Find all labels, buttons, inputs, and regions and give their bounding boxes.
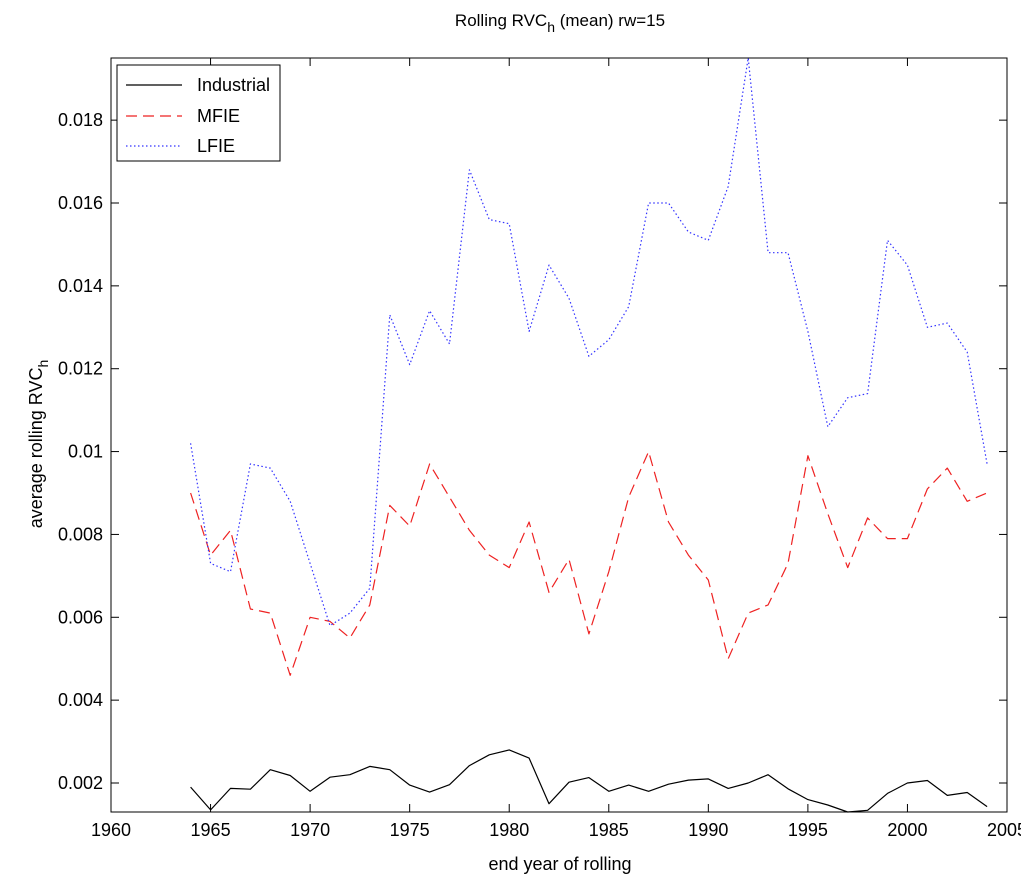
legend-box xyxy=(116,64,281,162)
x-tick-label: 2000 xyxy=(887,820,927,840)
legend-label-lfie: LFIE xyxy=(197,136,235,156)
y-tick-label: 0.002 xyxy=(58,773,103,793)
chart-title-subscript: h xyxy=(547,19,555,35)
x-tick-label: 1980 xyxy=(489,820,529,840)
x-tick-label: 1970 xyxy=(290,820,330,840)
x-tick-label: 1960 xyxy=(91,820,131,840)
y-tick-label: 0.012 xyxy=(58,359,103,379)
x-tick-label: 1995 xyxy=(788,820,828,840)
y-tick-label: 0.008 xyxy=(58,524,103,544)
y-tick-label: 0.018 xyxy=(58,110,103,130)
y-tick-label: 0.014 xyxy=(58,276,103,296)
x-tick-label: 1990 xyxy=(688,820,728,840)
x-tick-label: 1985 xyxy=(589,820,629,840)
y-axis-label-subscript: h xyxy=(35,360,51,368)
x-tick-label: 2005 xyxy=(987,820,1021,840)
legend-label-mfie: MFIE xyxy=(197,106,240,126)
x-tick-label: 1975 xyxy=(390,820,430,840)
y-tick-label: 0.006 xyxy=(58,607,103,627)
series-line-lfie xyxy=(190,57,988,627)
y-tick-label: 0.016 xyxy=(58,193,103,213)
series-line-mfie xyxy=(190,451,988,676)
chart-title: Rolling RVCh (mean) rw=15 xyxy=(455,11,665,35)
plot-area-frame xyxy=(110,57,1008,813)
x-axis-label: end year of rolling xyxy=(488,854,631,874)
axis-ticks: 1960 1965 1970 1975 1980 1985 1990 1995 2000 2005… xyxy=(58,58,1021,840)
series-layer xyxy=(190,57,988,813)
series-line-industrial xyxy=(190,749,988,813)
legend: Industrial MFIE LFIE xyxy=(116,64,281,162)
chart-title-tail: (mean) rw=15 xyxy=(555,11,665,30)
y-axis-label: average rolling RVCh xyxy=(26,360,51,529)
chart-title-main: Rolling RVC xyxy=(455,11,547,30)
y-tick-label: 0.004 xyxy=(58,690,103,710)
y-axis-label-main: average rolling RVC xyxy=(26,368,46,529)
y-tick-label: 0.01 xyxy=(68,442,103,462)
legend-label-industrial: Industrial xyxy=(197,75,270,95)
x-tick-label: 1965 xyxy=(191,820,231,840)
